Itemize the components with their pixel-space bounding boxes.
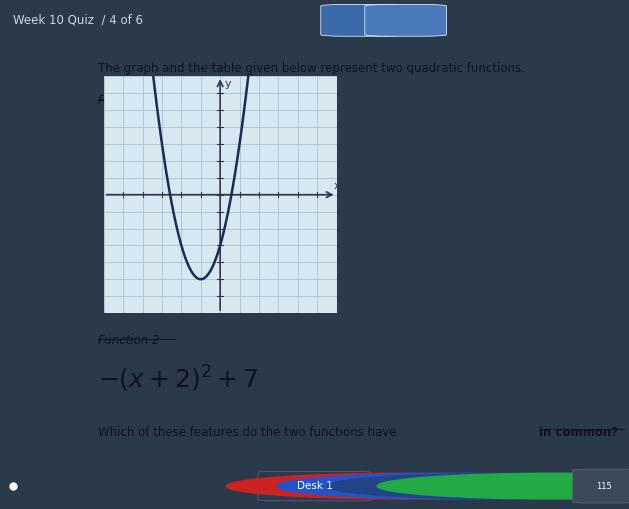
Text: Week 10 Quiz  / 4 of 6: Week 10 Quiz / 4 of 6 — [13, 14, 143, 27]
Text: $-(x+2)^2+7$: $-(x+2)^2+7$ — [98, 363, 259, 394]
Text: 115: 115 — [596, 482, 612, 491]
Text: Function 2: Function 2 — [98, 333, 160, 347]
FancyBboxPatch shape — [572, 469, 629, 503]
FancyBboxPatch shape — [258, 471, 371, 501]
Text: The graph and the table given below represent two quadratic functions.: The graph and the table given below repr… — [98, 62, 525, 75]
FancyBboxPatch shape — [365, 5, 447, 36]
Text: y: y — [225, 79, 231, 89]
Circle shape — [327, 473, 629, 499]
Circle shape — [377, 473, 629, 499]
Circle shape — [277, 473, 629, 499]
Text: Which of these features do the two functions have: Which of these features do the two funct… — [98, 426, 401, 439]
Text: Function 1: Function 1 — [98, 94, 160, 107]
Text: x: x — [333, 181, 340, 191]
Circle shape — [226, 473, 579, 499]
FancyBboxPatch shape — [321, 5, 403, 36]
Text: in common?: in common? — [539, 426, 618, 439]
Text: Desk 1: Desk 1 — [296, 481, 333, 491]
